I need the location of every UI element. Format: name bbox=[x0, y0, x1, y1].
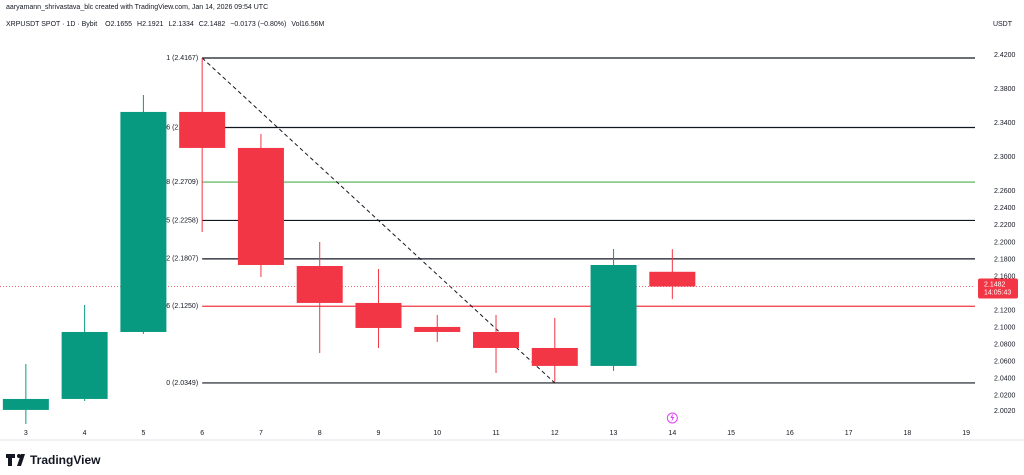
legend-value: O2.1655 bbox=[105, 21, 132, 28]
candle-body bbox=[2, 398, 49, 410]
x-tick-label: 16 bbox=[786, 430, 794, 437]
x-tick-label: 10 bbox=[433, 430, 441, 437]
y-tick-label: 2.1000 bbox=[994, 324, 1016, 331]
x-tick-label: 19 bbox=[962, 430, 970, 437]
currency: USDT bbox=[993, 21, 1013, 28]
legend-value: Vol16.56M bbox=[291, 21, 324, 28]
y-tick-label: 2.1600 bbox=[994, 273, 1016, 280]
fib-label: 0.786 (2.3350) bbox=[153, 124, 199, 131]
header: aaryamann_shrivastava_blc created with T… bbox=[6, 4, 268, 11]
brand: TradingView bbox=[30, 453, 101, 467]
y-tick-label: 2.3800 bbox=[994, 86, 1016, 93]
y-tick-label: 2.2600 bbox=[994, 188, 1016, 195]
y-tick-label: 2.0400 bbox=[994, 375, 1016, 382]
fib-label: 0.236 (2.1250) bbox=[153, 303, 199, 310]
y-tick-label: 2.0600 bbox=[994, 358, 1016, 365]
candle-body bbox=[237, 147, 284, 265]
fib-label: 0.5 (2.2258) bbox=[160, 217, 198, 224]
fib-label: 0 (2.0349) bbox=[166, 380, 198, 387]
y-tick-label: 2.2200 bbox=[994, 222, 1016, 229]
price-tag-label: 2.1482 bbox=[984, 281, 1006, 288]
countdown: 14:05:43 bbox=[984, 289, 1011, 296]
candle-body bbox=[120, 111, 167, 332]
legend-value: C2.1482 bbox=[199, 21, 226, 28]
symbol: XRPUSDT SPOT · 1D · Bybit bbox=[6, 21, 97, 28]
x-tick-label: 3 bbox=[24, 430, 28, 437]
candle-body bbox=[414, 326, 461, 332]
x-tick-label: 18 bbox=[904, 430, 912, 437]
x-tick-label: 8 bbox=[318, 430, 322, 437]
price-tag bbox=[978, 278, 1018, 299]
fib-label: 0.618 (2.2709) bbox=[153, 179, 199, 186]
candle-body bbox=[355, 302, 402, 328]
legend-value: H2.1921 bbox=[137, 21, 164, 28]
x-tick-label: 7 bbox=[259, 430, 263, 437]
brand-logo bbox=[6, 454, 25, 466]
y-tick-label: 2.2400 bbox=[994, 205, 1016, 212]
candle-body bbox=[649, 271, 696, 287]
x-tick-label: 9 bbox=[377, 430, 381, 437]
x-tick-label: 12 bbox=[551, 430, 559, 437]
logo-dot bbox=[17, 454, 21, 458]
y-tick-label: 2.3400 bbox=[994, 120, 1016, 127]
y-tick-label: 2.2000 bbox=[994, 239, 1016, 246]
x-tick-label: 17 bbox=[845, 430, 853, 437]
x-tick-label: 13 bbox=[610, 430, 618, 437]
candle-body bbox=[61, 331, 108, 399]
candle-body bbox=[296, 265, 343, 303]
y-tick-label: 2.1800 bbox=[994, 256, 1016, 263]
candle-body bbox=[179, 111, 226, 148]
candle-body bbox=[531, 347, 578, 366]
x-tick-label: 14 bbox=[668, 430, 676, 437]
y-tick-label: 2.0020 bbox=[994, 408, 1016, 415]
fib-label: 0.382 (2.1807) bbox=[153, 256, 199, 263]
y-tick-label: 2.3000 bbox=[994, 154, 1016, 161]
x-tick-label: 6 bbox=[200, 430, 204, 437]
candle-body bbox=[473, 331, 520, 348]
y-tick-label: 2.4200 bbox=[994, 52, 1016, 59]
event-bolt bbox=[670, 413, 675, 422]
y-tick-label: 2.0200 bbox=[994, 392, 1016, 399]
legend-value: −0.0173 (−0.80%) bbox=[230, 21, 286, 28]
legend-value: L2.1334 bbox=[168, 21, 193, 28]
fib-label: 1 (2.4167) bbox=[166, 55, 198, 62]
y-tick-label: 2.0800 bbox=[994, 341, 1016, 348]
candle-body bbox=[590, 264, 637, 366]
x-tick-label: 15 bbox=[727, 430, 735, 437]
x-tick-label: 5 bbox=[141, 430, 145, 437]
x-tick-label: 4 bbox=[83, 430, 87, 437]
y-tick-label: 2.1200 bbox=[994, 307, 1016, 314]
x-tick-label: 11 bbox=[492, 430, 499, 437]
